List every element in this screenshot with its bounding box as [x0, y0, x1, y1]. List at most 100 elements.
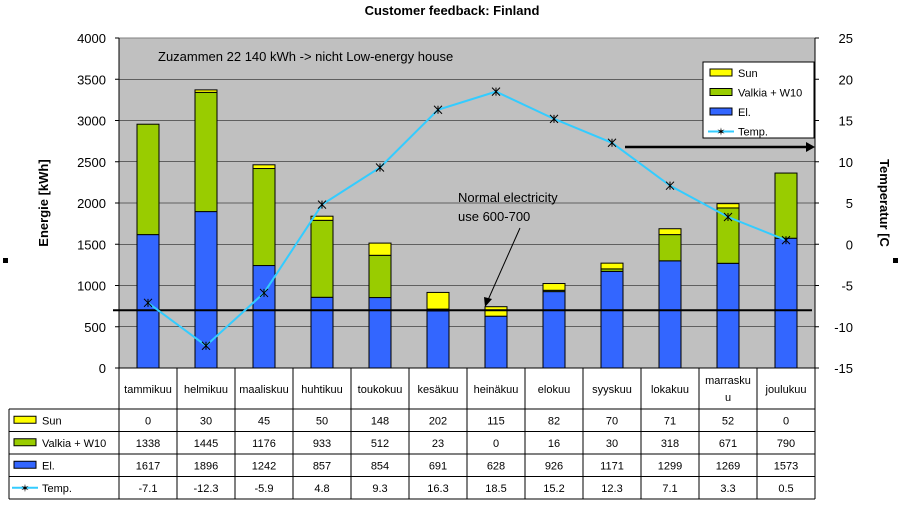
y-axis-title: Energie [kWh] — [36, 159, 51, 246]
table-cell: 0 — [493, 438, 499, 450]
table-cell: 0 — [783, 415, 789, 427]
table-cell: 30 — [606, 438, 618, 450]
bar-sun — [368, 242, 392, 256]
bar-sun — [194, 89, 218, 93]
y-tick-label: 1500 — [77, 237, 106, 252]
bar-el — [310, 296, 334, 369]
bar-valkia-w10 — [368, 254, 392, 299]
temperature-marker — [317, 200, 327, 210]
category-label: lokakuu — [651, 384, 689, 396]
table-cell: 0.5 — [778, 483, 793, 495]
table-cell: 45 — [258, 415, 270, 427]
table-cell: 82 — [548, 415, 560, 427]
y-tick-label: 3000 — [77, 114, 106, 129]
bar-sun — [542, 283, 566, 291]
legend-label: El. — [738, 107, 751, 119]
category-label: kesäkuu — [418, 384, 459, 396]
temperature-marker — [549, 114, 559, 124]
table-cell: 1242 — [252, 460, 276, 472]
table-cell: 512 — [371, 438, 389, 450]
normal-electricity-annotation-line2: use 600-700 — [458, 209, 530, 224]
bar-el — [484, 315, 508, 369]
table-cell: 16.3 — [427, 483, 448, 495]
y-tick-label: 4000 — [77, 31, 106, 46]
table-cell: 52 — [722, 415, 734, 427]
bar-valkia-w10 — [194, 91, 218, 213]
temperature-marker — [433, 105, 443, 115]
table-cell: 628 — [487, 460, 505, 472]
bar-sun — [716, 203, 740, 209]
table-cell: 1573 — [774, 460, 798, 472]
table-cell: 50 — [316, 415, 328, 427]
y2-tick-label: 0 — [846, 237, 853, 252]
table-cell: 1617 — [136, 460, 160, 472]
legend-marker: ✶ — [716, 127, 725, 139]
bar-el — [658, 260, 682, 369]
y2-tick-label: -5 — [841, 279, 853, 294]
y-tick-label: 500 — [84, 320, 106, 335]
normal-electricity-arrowhead — [484, 297, 492, 307]
y2-axis-title: Temperatur [C — [877, 159, 892, 247]
table-cell: 691 — [429, 460, 447, 472]
table-row: Valkia + W10 1338 1445 1176 933 512 23 0 16 30 318… — [13, 438, 795, 450]
category-label: joulukuu — [765, 384, 807, 396]
table-cell: 1171 — [600, 460, 624, 472]
y2-tick-label: 25 — [839, 31, 853, 46]
bar-valkia-w10 — [774, 172, 798, 239]
legend-swatch — [709, 68, 733, 77]
category-label: syyskuu — [592, 384, 632, 396]
table-cell: 16 — [548, 438, 560, 450]
summary-annotation: Zuzammen 22 140 kWh -> nicht Low-energy … — [158, 49, 453, 64]
table-cell: 3.3 — [720, 483, 735, 495]
y2-tick-label: 5 — [846, 196, 853, 211]
category-label: maaliskuu — [239, 384, 289, 396]
category-label: huhtikuu — [301, 384, 343, 396]
bar-valkia-w10 — [310, 219, 334, 298]
table-cell: -7.1 — [139, 483, 158, 495]
table-row-label: Temp. — [42, 483, 72, 495]
table-row-label: El. — [42, 460, 55, 472]
category-label: tammikuu — [124, 384, 172, 396]
bar-sun — [658, 228, 682, 236]
table-cell: 857 — [313, 460, 331, 472]
table-cell: 70 — [606, 415, 618, 427]
table-cell: 1269 — [716, 460, 740, 472]
legend-label: Temp. — [738, 127, 768, 139]
bar-sun — [252, 164, 276, 170]
y-tick-label: 0 — [99, 361, 106, 376]
bar-sun — [310, 215, 334, 221]
table-row: El. 1617 1896 1242 857 854 691 628 926 1171 1299 12… — [13, 460, 798, 472]
table-row-label: Sun — [42, 415, 62, 427]
bar-sun — [600, 262, 624, 270]
table-cell: 30 — [200, 415, 212, 427]
category-label: heinäkuu — [474, 384, 519, 396]
temperature-marker — [491, 87, 501, 96]
table-cell: 1176 — [252, 438, 276, 450]
legend-label: Sun — [738, 68, 758, 80]
y2-tick-label: 20 — [839, 72, 853, 87]
table-cell: 7.1 — [662, 483, 677, 495]
temperature-marker — [375, 163, 385, 172]
temperature-marker — [723, 212, 733, 222]
temperature-marker — [201, 341, 211, 351]
y-tick-label: 1000 — [77, 279, 106, 294]
bar-el — [426, 310, 450, 369]
bar-sun — [484, 306, 508, 317]
table-row: Sun 0 30 45 50 148 202 115 82 70 71 52 0 — [13, 415, 789, 427]
y-tick-label: 3500 — [77, 72, 106, 87]
table-cell: 318 — [661, 438, 679, 450]
temperature-marker — [143, 298, 153, 308]
right-edge-marker — [893, 258, 898, 263]
left-edge-marker — [3, 258, 8, 263]
legend-swatch — [709, 107, 733, 116]
temperature-marker — [607, 138, 617, 148]
bar-valkia-w10 — [136, 123, 160, 236]
y-tick-label: 2000 — [77, 196, 106, 211]
bar-valkia-w10 — [252, 168, 276, 267]
bar-el — [542, 291, 566, 369]
table-cell: 0 — [145, 415, 151, 427]
el-key — [13, 460, 37, 469]
temperature-marker — [665, 181, 675, 191]
table-cell: 148 — [371, 415, 389, 427]
